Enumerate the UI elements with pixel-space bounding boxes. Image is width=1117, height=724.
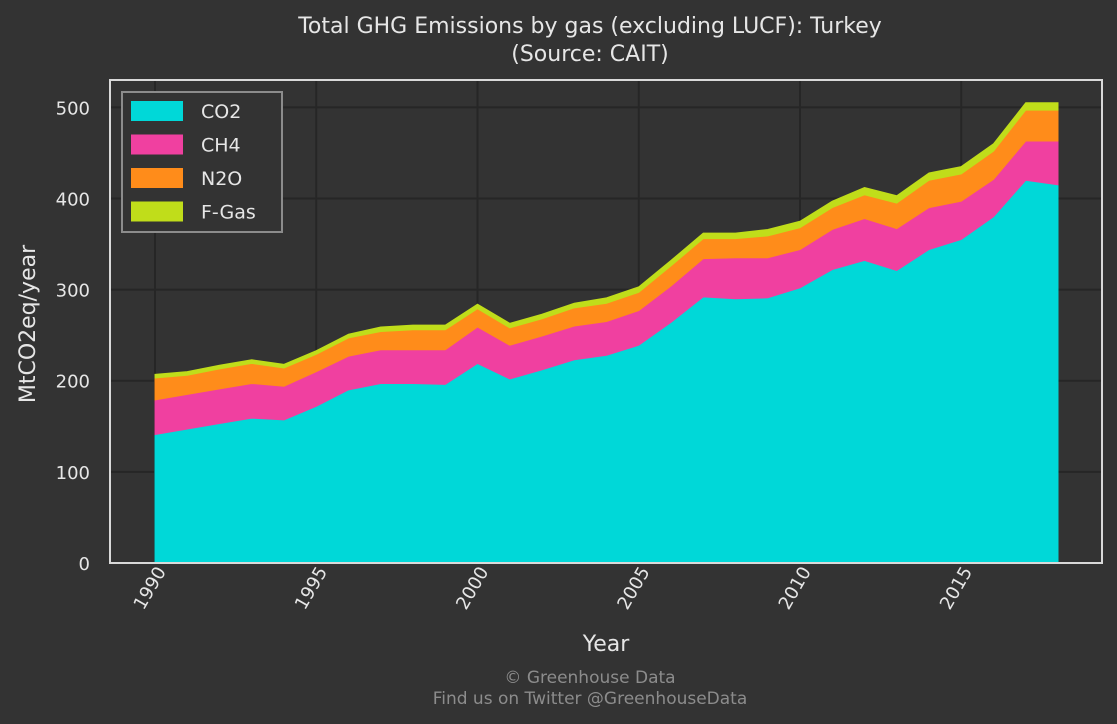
plot-frame [109, 79, 1103, 564]
legend-label-f-gas: F-Gas [201, 202, 256, 224]
stacked-areas [154, 102, 1059, 564]
legend-swatch-f-gas [131, 201, 183, 222]
y-tick-label-0: 0 [79, 554, 90, 575]
x-tick-label-2015: 2015 [936, 563, 977, 613]
legend-label-co2: CO2 [201, 101, 241, 123]
x-tick-label-1990: 1990 [130, 563, 171, 613]
y-tick-label-400: 400 [56, 189, 90, 210]
x-tick-label-2005: 2005 [613, 563, 654, 613]
chart-subtitle: (Source: CAIT) [511, 42, 668, 67]
legend-swatch-n2o [131, 168, 183, 188]
legend-label-n2o: N2O [201, 168, 242, 190]
legend-swatch-ch4 [131, 134, 183, 155]
x-tick-label-1995: 1995 [291, 563, 332, 613]
y-axis-ticks: 0 100 200 300 400 500 [56, 98, 90, 575]
x-axis-title: Year [582, 632, 631, 657]
y-axis-title: MtCO2eq/year [16, 244, 41, 403]
chart-title: Total GHG Emissions by gas (excluding LU… [297, 14, 882, 39]
x-tick-label-2000: 2000 [452, 563, 493, 613]
legend: CO2 CH4 N2O F-Gas [121, 91, 283, 233]
y-tick-label-300: 300 [56, 281, 90, 302]
y-tick-label-100: 100 [56, 463, 90, 484]
legend-swatch-co2 [131, 101, 183, 121]
x-tick-label-2010: 2010 [775, 563, 816, 613]
footer-twitter: Find us on Twitter @GreenhouseData [433, 689, 748, 709]
area-f-gas [154, 102, 1059, 379]
x-axis-ticks: 1990 1995 2000 2005 2010 2015 [130, 563, 977, 613]
footer-copyright: © Greenhouse Data [504, 668, 675, 688]
legend-label-ch4: CH4 [201, 135, 241, 157]
y-tick-label-500: 500 [56, 98, 90, 119]
y-tick-label-200: 200 [56, 372, 90, 393]
plot-border [109, 79, 1103, 564]
